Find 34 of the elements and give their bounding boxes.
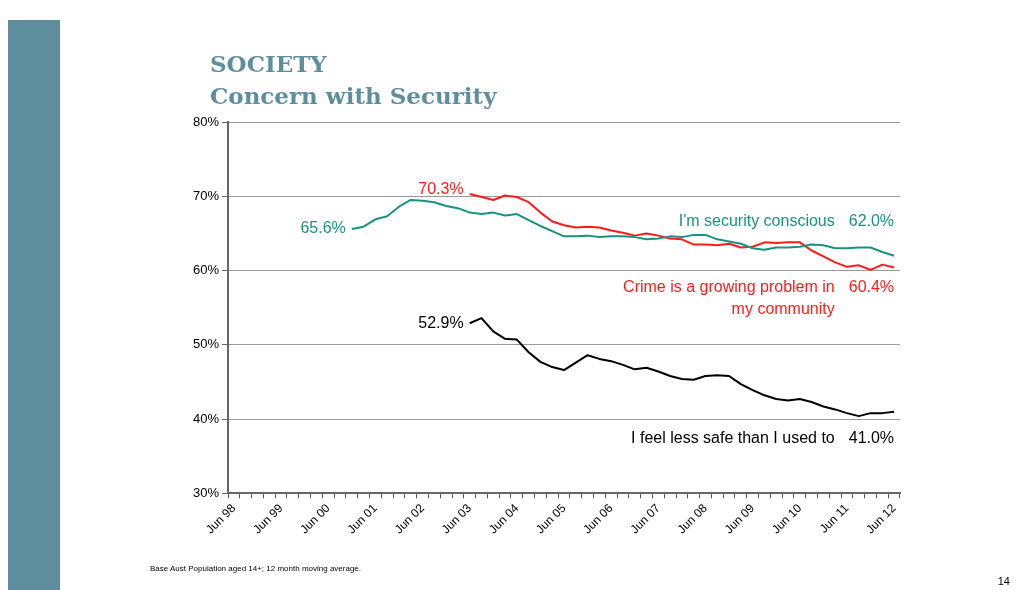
x-tick-label: Jun 03 [438, 500, 475, 537]
y-tick-label: 80% [192, 113, 220, 129]
data-label: 60.4% [848, 277, 895, 295]
y-tick-label: 30% [192, 484, 220, 500]
series-label: Crime is a growing problem in my community [623, 277, 835, 317]
y-tick-label: 40% [192, 410, 220, 426]
chart-title: SOCIETY [210, 50, 327, 77]
x-tick-label: Jun 05 [533, 500, 569, 537]
x-tick-label: Jun 02 [391, 500, 428, 537]
data-label: 65.6% [300, 219, 346, 237]
x-tick-label: Jun 09 [721, 500, 758, 537]
data-label: 70.3% [418, 180, 464, 198]
x-tick-label: Jun 12 [863, 500, 899, 537]
x-tick-label: Jun 04 [485, 500, 522, 537]
y-tick-label: 50% [192, 336, 220, 352]
text: 14 [997, 575, 1010, 587]
x-tick-label: Jun 06 [580, 500, 616, 537]
data-label: 62.0% [848, 212, 895, 230]
series-label: I'm security conscious [678, 212, 835, 230]
series-label: I feel less safe than I used to [631, 429, 835, 447]
chart-subtitle: Concern with Security [210, 82, 497, 109]
x-tick-label: Jun 10 [768, 500, 805, 537]
text: Base Aust Population aged 14+; 12 month moving average. [150, 564, 362, 573]
y-tick-label: 60% [192, 262, 220, 278]
data-label: 52.9% [418, 313, 464, 331]
x-tick-label: Jun 08 [674, 500, 711, 537]
x-tick-label: Jun 98 [203, 500, 239, 537]
x-tick-label: Jun 01 [344, 500, 381, 537]
x-tick-label: Jun 00 [297, 500, 333, 537]
x-tick-label: Jun 99 [250, 500, 286, 537]
y-tick-label: 70% [192, 187, 220, 203]
data-label: 41.0% [848, 429, 895, 447]
x-tick-label: Jun 07 [627, 500, 664, 537]
x-tick-label: Jun 11 [816, 500, 852, 536]
